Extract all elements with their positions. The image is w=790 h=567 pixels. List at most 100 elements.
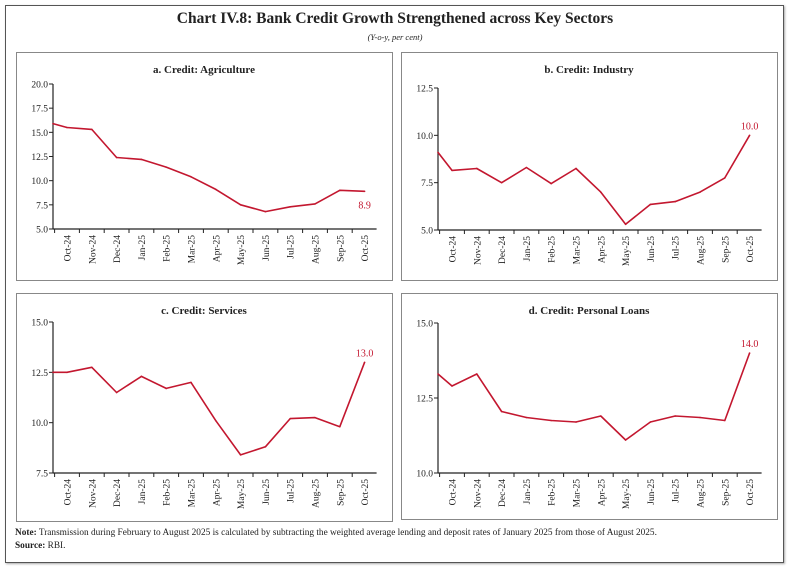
chart-svg-industry: b. Credit: Industry 5.0 7.5 10.0 12.5 Oct-24 N… (416, 64, 762, 266)
x-tick-label: Aug-25 (697, 479, 707, 508)
x-tick-label: Apr-25 (597, 479, 607, 506)
x-tick-label: Feb-25 (163, 479, 173, 506)
x-tick-label: Feb-25 (548, 479, 558, 506)
data-point (476, 373, 478, 375)
data-point (165, 166, 167, 168)
data-point (165, 387, 167, 390)
series-line (437, 134, 751, 226)
end-value-label: 10.0 (741, 121, 759, 132)
y-tick-label: 15.0 (31, 319, 48, 329)
panel-title: c. Credit: Services (161, 305, 247, 317)
y-tick-label: 5.0 (36, 226, 48, 236)
x-tick-label: Nov-24 (88, 479, 98, 508)
data-point (674, 415, 676, 417)
x-tick-label: Apr-25 (212, 235, 222, 262)
data-point (264, 446, 267, 448)
y-tick-label: 5.0 (421, 227, 433, 237)
panel-title: d. Credit: Personal Loans (529, 305, 651, 317)
x-tick-label: Sep-25 (336, 235, 346, 262)
y-tick-label: 20.0 (31, 81, 48, 91)
note-text: Transmission during February to August 2… (36, 528, 657, 538)
data-point (575, 167, 577, 170)
data-point (52, 371, 54, 374)
x-tick-label: Nov-24 (473, 479, 483, 508)
y-tick-label: 7.5 (421, 179, 433, 189)
x-tick-label: Jul-25 (287, 479, 297, 503)
data-point (91, 366, 93, 369)
data-point (649, 421, 652, 423)
x-tick-label: Feb-25 (163, 235, 173, 262)
x-tick-label: Aug-25 (697, 236, 707, 265)
x-tick-label: Jun-25 (262, 479, 272, 505)
x-tick-label: Oct-24 (449, 236, 459, 263)
x-tick-label: Aug-25 (312, 479, 322, 508)
chart-title: Chart IV.8: Bank Credit Growth Strengthe… (176, 10, 614, 27)
series-line (53, 362, 366, 456)
x-tick-label: Feb-25 (548, 236, 558, 263)
x-tick-label: Jun-25 (262, 235, 272, 261)
panel-title: b. Credit: Industry (544, 64, 634, 76)
y-tick-label: 10.0 (416, 470, 433, 480)
chart-svg-services: c. Credit: Services 7.5 10.0 12.5 15.0 Oct-24… (31, 305, 377, 509)
panel-personal-loans: d. Credit: Personal Loans 10.0 12.5 15.0 Oct… (401, 293, 778, 520)
data-point (550, 419, 552, 422)
data-point (190, 381, 192, 384)
x-tick-label: Jan-25 (138, 235, 148, 261)
data-point (600, 191, 602, 193)
x-tick-label: Jul-25 (287, 235, 297, 259)
data-point (115, 391, 118, 394)
x-tick-label: Jul-25 (672, 479, 682, 503)
x-tick-label: Mar-25 (573, 479, 583, 508)
data-point (363, 190, 366, 193)
x-tick-label: Mar-25 (573, 236, 583, 265)
x-tick-label: Dec-24 (498, 236, 508, 264)
note: Note: Transmission during February to Au… (15, 528, 785, 538)
x-tick-label: Apr-25 (212, 479, 222, 506)
end-value-label: 13.0 (356, 348, 374, 359)
data-point (215, 188, 217, 191)
panel-agriculture: a. Credit: Agriculture 5.0 7.5 10.0 12.5 15.0… (16, 52, 393, 281)
data-point (724, 419, 726, 422)
x-tick-label: Jun-25 (647, 479, 657, 505)
x-tick-label: Jul-25 (672, 236, 682, 260)
data-point (140, 375, 143, 378)
data-point (699, 191, 701, 193)
panel-services: c. Credit: Services 7.5 10.0 12.5 15.0 Oct-24… (16, 293, 393, 522)
x-tick-label: Oct-24 (64, 479, 74, 506)
x-tick-label: Sep-25 (721, 479, 731, 506)
data-point (339, 425, 341, 428)
x-tick-label: Oct-25 (361, 479, 371, 506)
note-label: Note: (15, 528, 37, 538)
data-point (649, 203, 652, 206)
data-point (674, 200, 676, 203)
source: Source: RBI. (15, 541, 65, 551)
data-point (624, 439, 627, 441)
data-point (339, 189, 341, 192)
data-point (624, 223, 627, 226)
data-point (190, 176, 192, 178)
x-tick-label: Nov-24 (473, 236, 483, 265)
data-point (239, 454, 242, 456)
data-point (91, 128, 93, 131)
data-point (437, 151, 439, 154)
y-tick-label: 12.5 (416, 395, 433, 405)
data-point (314, 416, 316, 419)
source-label: Source: (15, 541, 46, 551)
x-tick-label: Sep-25 (336, 479, 346, 506)
series-line (52, 122, 365, 213)
chart-svg-agriculture: a. Credit: Agriculture 5.0 7.5 10.0 12.5 15.0… (31, 64, 377, 265)
y-tick-label: 12.5 (31, 369, 48, 379)
x-tick-label: Jan-25 (523, 479, 533, 505)
y-tick-label: 15.0 (31, 129, 48, 139)
data-point (437, 373, 439, 375)
data-point (66, 126, 68, 129)
data-point (215, 419, 217, 422)
x-tick-label: Dec-24 (113, 479, 123, 507)
data-point (289, 417, 292, 420)
x-tick-label: Sep-25 (721, 236, 731, 263)
data-point (525, 166, 528, 169)
data-point (525, 416, 528, 419)
data-point (748, 352, 751, 354)
data-point (500, 410, 503, 413)
x-tick-label: Jan-25 (138, 479, 148, 505)
